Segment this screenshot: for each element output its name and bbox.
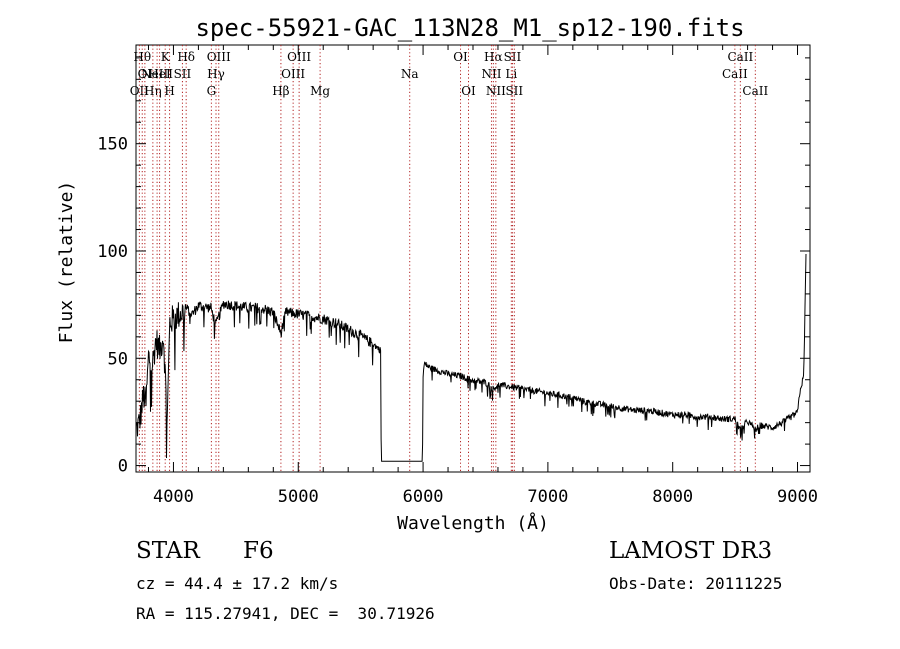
y-axis-label: Flux (relative) xyxy=(56,181,77,344)
line-label-9: Hδ xyxy=(177,50,195,64)
line-label-12: OIII xyxy=(207,50,231,64)
line-label-22: NII xyxy=(486,84,506,98)
line-label-13: Hβ xyxy=(272,84,289,98)
line-label-1: Hθ xyxy=(133,50,151,64)
line-label-24: SII xyxy=(504,50,522,64)
line-label-27: CaII xyxy=(727,50,753,64)
line-label-8: SII xyxy=(174,67,192,81)
line-label-5: HeI xyxy=(148,67,171,81)
survey-label: LAMOST DR3 xyxy=(609,538,773,564)
line-label-21: Hα xyxy=(484,50,503,64)
y-tick-label-1: 50 xyxy=(108,349,128,369)
line-label-0: OII xyxy=(130,84,150,98)
line-markers: OIIHθOIHηNeIIIHeIKHSIIHδGHγOIIIHβOIIIOII… xyxy=(130,45,768,472)
obs-date: Obs-Date: 20111225 xyxy=(609,574,783,593)
y-tick-label-3: 150 xyxy=(97,135,128,155)
line-label-25: SII xyxy=(505,84,523,98)
line-label-15: OIII xyxy=(287,50,311,64)
x-axis-label: Wavelength (Å) xyxy=(397,512,549,534)
x-tick-label-3: 7000 xyxy=(527,487,568,507)
class-label: STAR xyxy=(136,538,200,564)
line-label-14: OIII xyxy=(281,67,305,81)
line-label-10: G xyxy=(207,84,217,98)
coordinates-readout: RA = 115.27941, DEC = 30.71926 xyxy=(136,604,435,623)
line-label-28: CaII xyxy=(742,84,768,98)
x-tick-label-1: 5000 xyxy=(278,487,319,507)
subclass-label: F6 xyxy=(243,538,274,564)
line-label-17: Na xyxy=(401,67,419,81)
line-label-19: OI xyxy=(461,84,476,98)
y-tick-label-0: 0 xyxy=(118,457,128,477)
line-label-3: Hη xyxy=(144,84,162,98)
plot-frame xyxy=(135,44,811,473)
spectrum-chart: spec-55921-GAC_113N28_M1_sp12-190.fits O… xyxy=(56,14,818,534)
line-label-7: H xyxy=(164,84,174,98)
line-label-26: CaII xyxy=(722,67,748,81)
line-label-2: OI xyxy=(138,67,153,81)
x-tick-label-2: 6000 xyxy=(403,487,444,507)
x-tick-label-5: 9000 xyxy=(777,487,818,507)
line-label-11: Hγ xyxy=(207,67,225,81)
line-label-6: K xyxy=(161,50,171,64)
x-tick-label-4: 8000 xyxy=(652,487,693,507)
cz-readout: cz = 44.4 ± 17.2 km/s xyxy=(136,574,339,593)
y-tick-label-2: 100 xyxy=(97,242,128,262)
line-label-16: Mg xyxy=(310,84,330,98)
axes: 4000 5000 6000 7000 8000 9000 0 50 100 150 xyxy=(97,45,818,507)
line-label-20: NII xyxy=(481,67,501,81)
line-label-23: Li xyxy=(505,67,517,81)
chart-title: spec-55921-GAC_113N28_M1_sp12-190.fits xyxy=(195,14,744,42)
spectrum-line xyxy=(135,253,807,462)
line-label-18: OI xyxy=(453,50,468,64)
x-tick-label-0: 4000 xyxy=(153,487,194,507)
